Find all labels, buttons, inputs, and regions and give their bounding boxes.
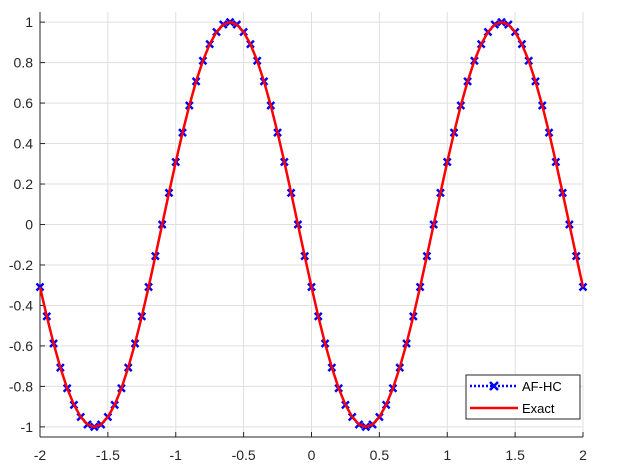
series-layer bbox=[35, 17, 588, 432]
legend-entry-af-hc: AF-HC bbox=[470, 379, 562, 394]
x-tick-label-3: -0.5 bbox=[232, 447, 256, 463]
y-tick-label-8: 0.6 bbox=[14, 95, 34, 111]
legend-label-exact: Exact bbox=[522, 401, 555, 416]
y-tick-label-1: -0.8 bbox=[9, 378, 33, 394]
axes bbox=[39, 12, 584, 438]
tick-labels: -2 -1.5 -1 -0.5 0 0.5 1 1.5 2 -1 -0.8 -0.6 -0.4 -0.2 0… bbox=[9, 14, 587, 463]
x-tick-label-0: -2 bbox=[34, 447, 47, 463]
x-tick-label-2: -1 bbox=[170, 447, 183, 463]
x-tick-label-8: 2 bbox=[579, 447, 587, 463]
y-tick-label-7: 0.4 bbox=[14, 136, 34, 152]
y-tick-label-5: 0 bbox=[25, 217, 33, 233]
series-line-exact bbox=[38, 20, 585, 429]
y-tick-label-3: -0.4 bbox=[9, 297, 33, 313]
x-tick-label-7: 1.5 bbox=[505, 447, 525, 463]
x-tick-label-5: 0.5 bbox=[370, 447, 390, 463]
y-tick-label-2: -0.6 bbox=[9, 338, 33, 354]
x-tick-label-4: 0 bbox=[308, 447, 316, 463]
legend: AF-HC Exact bbox=[465, 374, 581, 420]
legend-label-af-hc: AF-HC bbox=[522, 379, 562, 394]
y-tick-label-6: 0.2 bbox=[14, 176, 34, 192]
data-point-af-hc-0 bbox=[35, 282, 45, 292]
y-tick-label-10: 1 bbox=[25, 14, 33, 30]
y-tick-label-0: -1 bbox=[21, 419, 34, 435]
x-tick-label-1: -1.5 bbox=[96, 447, 120, 463]
legend-marker-af-hc bbox=[489, 381, 499, 391]
y-tick-label-4: -0.2 bbox=[9, 257, 33, 273]
legend-box bbox=[465, 374, 581, 420]
legend-entry-exact: Exact bbox=[470, 401, 555, 416]
y-tick-label-9: 0.8 bbox=[14, 55, 34, 71]
x-tick-label-6: 1 bbox=[443, 447, 451, 463]
grid-lines bbox=[39, 12, 584, 437]
